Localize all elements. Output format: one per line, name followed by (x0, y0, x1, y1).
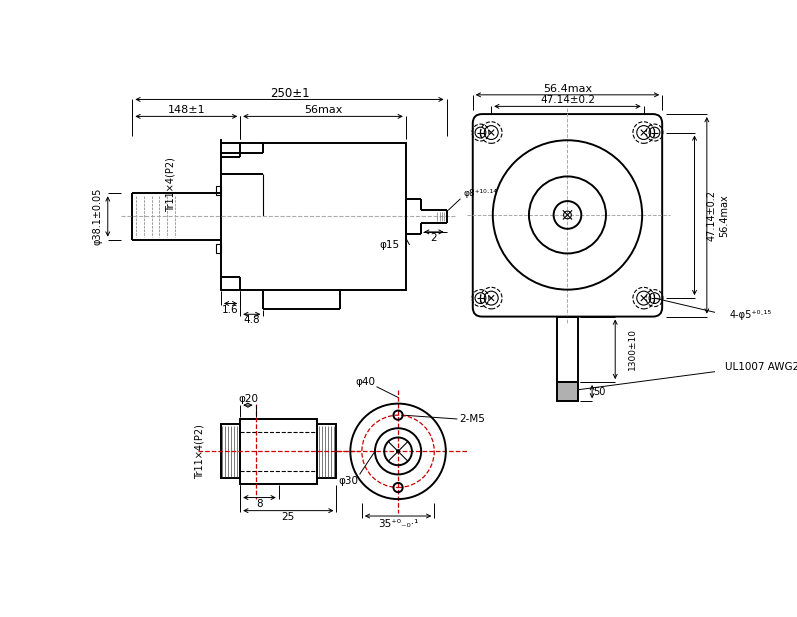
Text: 56.4max: 56.4max (543, 84, 592, 94)
Text: 47.14±0.2: 47.14±0.2 (540, 95, 595, 106)
Text: 50: 50 (594, 387, 606, 397)
Text: 56max: 56max (304, 106, 342, 115)
Polygon shape (556, 382, 579, 401)
Text: 4-φ5⁺⁰·¹⁵: 4-φ5⁺⁰·¹⁵ (730, 310, 772, 320)
Text: 35⁺⁰₋₀·¹: 35⁺⁰₋₀·¹ (378, 519, 418, 529)
Text: 56.4max: 56.4max (719, 194, 728, 237)
Text: 250±1: 250±1 (269, 87, 309, 100)
Text: 2-M5: 2-M5 (460, 414, 485, 424)
Text: 4.8: 4.8 (243, 315, 260, 325)
Text: Tr11×4(P2): Tr11×4(P2) (194, 424, 204, 479)
Text: 2: 2 (430, 233, 438, 243)
Text: 148±1: 148±1 (167, 106, 205, 115)
Text: UL1007 AWG22×4C: UL1007 AWG22×4C (725, 362, 797, 371)
Text: 47.14±0.2: 47.14±0.2 (706, 190, 717, 241)
Text: φ8⁺¹⁰·¹⁴: φ8⁺¹⁰·¹⁴ (464, 189, 497, 198)
Text: φ40: φ40 (355, 377, 375, 387)
Text: 25: 25 (281, 511, 295, 522)
Text: 1300±10: 1300±10 (628, 328, 637, 370)
Text: φ38.1±0.05: φ38.1±0.05 (92, 188, 103, 245)
Text: φ20: φ20 (238, 394, 258, 404)
Circle shape (397, 450, 399, 453)
Text: φ15: φ15 (379, 240, 399, 250)
Text: 8: 8 (256, 499, 263, 508)
FancyBboxPatch shape (473, 114, 662, 317)
Text: 1.6: 1.6 (222, 305, 239, 315)
Text: φ30: φ30 (338, 476, 358, 486)
Text: Tr11×4(P2): Tr11×4(P2) (166, 157, 176, 212)
